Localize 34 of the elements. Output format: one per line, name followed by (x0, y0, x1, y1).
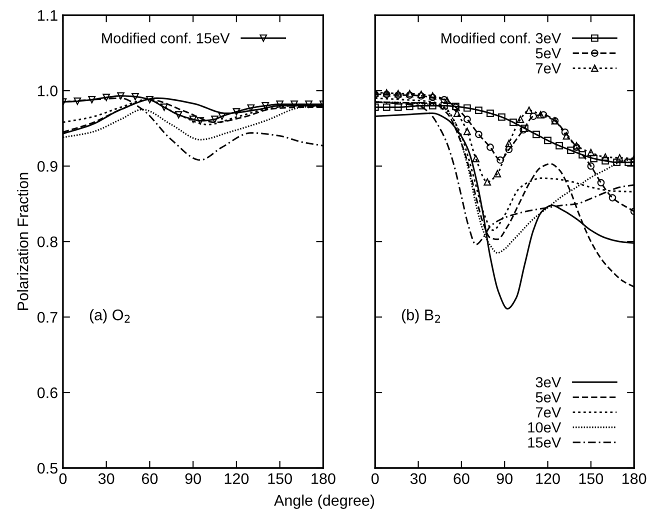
x-tick-label: 30 (98, 473, 114, 484)
x-tick-label: 60 (454, 473, 470, 484)
y-tick-label: 0.5 (37, 462, 58, 474)
x-tick-label: 0 (59, 473, 67, 484)
legend-label: Modified conf. 15eV (102, 32, 230, 44)
x-tick-label: 90 (496, 473, 512, 484)
y-tick-label: 0.7 (37, 312, 58, 323)
x-tick-label: 120 (224, 473, 249, 484)
y-tick-label: 1.1 (38, 10, 58, 21)
legend-label: Modified conf. 3eV (442, 32, 562, 44)
annotation: (a) O$_{2}$ (90, 309, 130, 324)
legend-label: 7eV (536, 407, 562, 418)
legend-label: 15eV (528, 437, 562, 448)
annotation: (b) B$_{2}$ (402, 309, 440, 324)
x-tick-label: 60 (142, 473, 158, 484)
x-tick-label: 150 (579, 473, 604, 484)
y-tick-label: 0.9 (37, 160, 58, 172)
x-tick-label: 90 (185, 473, 201, 484)
x-axis-title: Angle (degree) (274, 494, 374, 509)
legend-label: 7eV (536, 63, 562, 74)
legend-label: 3eV (536, 377, 562, 388)
y-tick-label: 0.8 (37, 236, 58, 248)
legend-label: 10eV (528, 422, 562, 433)
x-tick-label: 120 (536, 473, 560, 484)
y-tick-label: 0.6 (37, 387, 58, 398)
y-tick-label: 1.0 (38, 86, 58, 96)
x-tick-label: 30 (410, 473, 426, 484)
x-tick-label: 0 (371, 473, 379, 484)
legend-label: 5eV (536, 48, 562, 58)
legend-label: 5eV (536, 392, 562, 402)
x-tick-label: 180 (312, 473, 336, 484)
y-axis-title: Polarization Fraction (17, 172, 28, 310)
x-tick-label: 180 (622, 473, 646, 484)
x-tick-label: 150 (268, 473, 292, 484)
